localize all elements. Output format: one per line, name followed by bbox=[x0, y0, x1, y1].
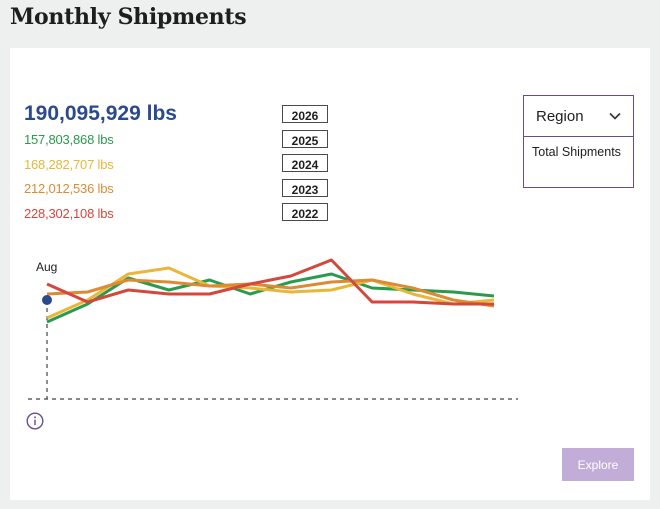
total-2023-value: 212,012,536 lbs bbox=[24, 181, 114, 196]
year-2022-button[interactable]: 2022 bbox=[282, 203, 328, 221]
total-2022-value: 228,302,108 lbs bbox=[24, 205, 114, 221]
region-label: Region bbox=[536, 107, 584, 125]
explore-button[interactable]: Explore bbox=[562, 448, 634, 481]
total-2025-value: 157,803,868 lbs bbox=[24, 132, 114, 147]
year-2025-button[interactable]: 2025 bbox=[282, 129, 328, 148]
year-2024-button[interactable]: 2024 bbox=[282, 154, 328, 172]
page-title: Monthly Shipments bbox=[10, 4, 247, 30]
year-2026-button[interactable]: 2026 bbox=[282, 105, 328, 123]
region-dropdown-toggle[interactable]: Region bbox=[524, 96, 633, 137]
info-icon[interactable] bbox=[26, 412, 44, 430]
shipments-line-chart: Aug bbox=[28, 258, 518, 400]
region-option-total-shipments[interactable]: Total Shipments bbox=[532, 145, 621, 159]
total-2026-value: 190,095,929 lbs bbox=[24, 102, 177, 125]
chart-marker-label: Aug bbox=[36, 260, 57, 274]
totals-list: 190,095,929 lbs 157,803,868 lbs 168,282,… bbox=[24, 100, 177, 226]
year-2023-button[interactable]: 2023 bbox=[282, 178, 328, 197]
region-dropdown: Region Total Shipments bbox=[523, 95, 634, 188]
chart-current-point bbox=[42, 295, 52, 305]
chevron-down-icon bbox=[609, 112, 621, 120]
series-2024-line bbox=[46, 266, 495, 320]
total-2024-value: 168,282,707 lbs bbox=[24, 156, 114, 172]
shipments-card: 190,095,929 lbs 157,803,868 lbs 168,282,… bbox=[10, 48, 650, 500]
year-selector: 2026 2025 2024 2023 2022 bbox=[282, 105, 328, 228]
series-2022-line bbox=[46, 258, 494, 306]
series-2023-line bbox=[46, 278, 495, 308]
